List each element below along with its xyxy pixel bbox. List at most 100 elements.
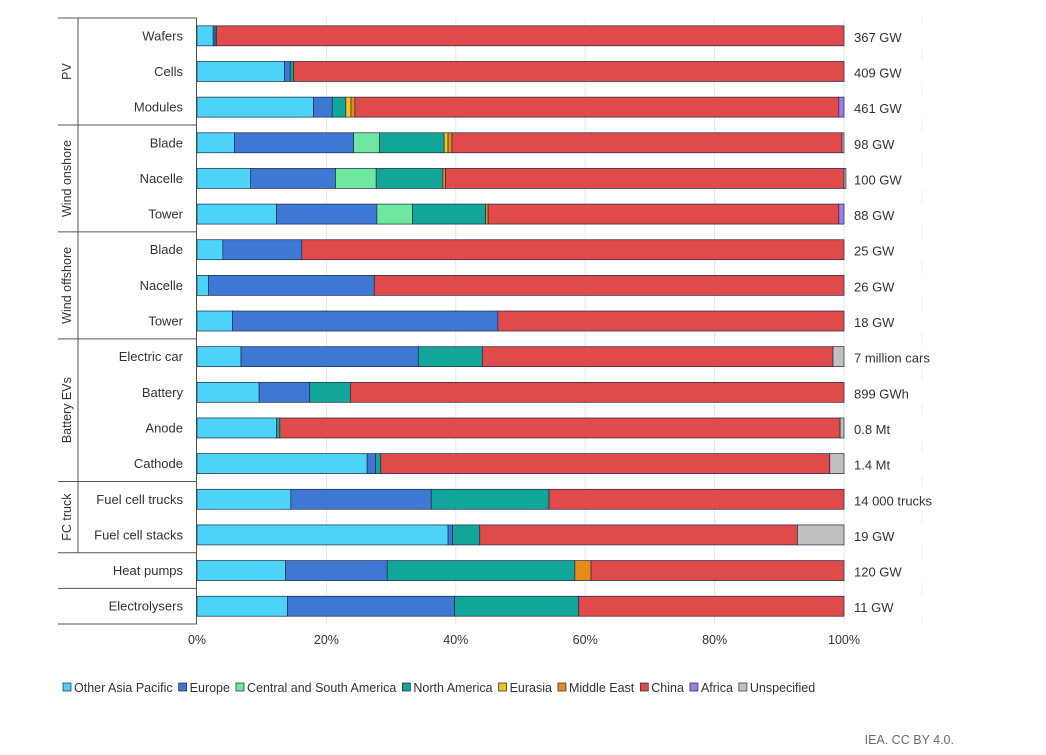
capacity-label-bg: [848, 274, 946, 297]
legend: Other Asia Pacific Europe Central and Sout…: [62, 681, 815, 695]
legend-label-china: China: [651, 681, 684, 695]
bar-europe-modules: [313, 96, 333, 118]
capacity-labels: 367 GW 409 GW 461 GW 98 GW 100 GW 88 GW 25 GW 2…: [848, 24, 946, 618]
capacity-label-bg: [848, 96, 946, 119]
group-label-wind-offshore: Wind offshore: [60, 247, 74, 324]
capacity-label: 100 GW: [854, 172, 902, 187]
capacity-label: 26 GW: [854, 279, 895, 294]
bar-central-and-south-america-nacelle: [335, 168, 377, 189]
legend-swatch-europe: [178, 682, 188, 692]
category-label-electrolysers: Electrolysers: [109, 599, 184, 614]
bar-north-america-anode: [276, 417, 281, 439]
group-labels: PV Wind onshore Wind offshore Battery EVs FC…: [58, 18, 197, 589]
capacity-label: 409 GW: [854, 65, 902, 80]
bar-north-america-blade: [379, 132, 445, 154]
bar-china-heat-pumps: [590, 560, 845, 581]
capacity-label: 7 million cars: [854, 351, 930, 366]
capacity-label: 18 GW: [854, 315, 895, 330]
bar-china-anode: [279, 417, 841, 439]
bar-central-and-south-america-blade: [353, 132, 380, 154]
capacity-label: 120 GW: [854, 565, 902, 580]
capacity-label: 14 000 trucks: [854, 493, 933, 508]
bar-china-nacelle: [445, 168, 845, 189]
category-label-cathode: Cathode: [134, 456, 183, 471]
bar-unspecified-nacelle: [843, 168, 847, 189]
category-label-anode: Anode: [145, 420, 183, 435]
bar-north-america-nacelle: [375, 168, 444, 189]
bar-north-america-fuel-cell-stacks: [452, 524, 481, 546]
bar-europe-nacelle: [208, 275, 375, 296]
capacity-label: 899 GWh: [854, 386, 909, 401]
bar-north-america-battery: [309, 381, 351, 403]
bar-other-asia-pacific-anode: [196, 417, 277, 439]
bar-other-asia-pacific-heat-pumps: [196, 560, 286, 581]
capacity-label: 461 GW: [854, 101, 902, 116]
category-labels: Wafers Cells Modules Blade Nacelle Tower Blade…: [94, 28, 184, 613]
capacity-label: 1.4 Mt: [854, 458, 891, 473]
bar-china-nacelle: [373, 275, 845, 296]
bar-other-asia-pacific-cells: [196, 61, 285, 82]
legend-swatch-central-and-south-america: [235, 682, 245, 692]
capacity-label-bg: [848, 167, 946, 190]
bar-north-america-electric-car: [417, 346, 483, 368]
bar-unspecified-fuel-cell-stacks: [797, 524, 845, 546]
bar-europe-battery: [258, 381, 310, 403]
bar-europe-tower: [232, 310, 499, 332]
capacity-label-bg: [848, 523, 946, 546]
bar-other-asia-pacific-wafers: [196, 25, 214, 47]
capacity-label-bg: [848, 381, 946, 404]
capacity-label-bg: [848, 595, 946, 618]
bar-europe-fuel-cell-trucks: [290, 488, 432, 510]
bar-china-modules: [354, 96, 840, 118]
bar-china-fuel-cell-stacks: [479, 524, 798, 546]
bar-europe-fuel-cell-stacks: [447, 524, 453, 546]
category-label-fuel-cell-stacks: Fuel cell stacks: [94, 527, 183, 542]
bar-middle-east-nacelle: [442, 168, 446, 189]
legend-swatch-north-america: [402, 682, 411, 692]
bar-unspecified-blade: [841, 132, 845, 154]
legend-swatch-unspecified: [738, 682, 748, 692]
bar-unspecified-electric-car: [832, 346, 845, 368]
bar-north-america-fuel-cell-trucks: [430, 488, 550, 510]
legend-label-middle-east: Middle East: [569, 681, 635, 695]
bar-unspecified-anode: [839, 417, 845, 439]
category-label-blade: Blade: [150, 135, 183, 150]
bars: [196, 25, 847, 617]
legend-label-other-asia-pacific: Other Asia Pacific: [74, 681, 173, 695]
bar-europe-heat-pumps: [285, 560, 388, 581]
bar-europe-cells: [283, 61, 291, 82]
bar-china-tower: [497, 310, 845, 332]
bar-china-electric-car: [481, 346, 834, 368]
bar-north-america-tower: [412, 203, 486, 225]
legend-swatch-africa: [689, 682, 699, 692]
capacity-label: 98 GW: [854, 137, 895, 152]
bar-eurasia-modules: [345, 96, 352, 118]
bar-unspecified-cathode: [829, 453, 845, 474]
legend-swatch-middle-east: [557, 682, 567, 692]
bar-other-asia-pacific-nacelle: [196, 275, 209, 296]
category-label-battery: Battery: [142, 385, 184, 400]
legend-swatch-other-asia-pacific: [62, 682, 72, 692]
legend-swatch-china: [639, 682, 649, 692]
bar-europe-electric-car: [240, 346, 419, 368]
bar-other-asia-pacific-blade: [196, 132, 235, 154]
legend-label-africa: Africa: [701, 681, 733, 695]
bar-middle-east-modules: [350, 96, 356, 118]
bar-china-cathode: [380, 453, 831, 474]
capacity-label: 11 GW: [854, 600, 894, 615]
group-label-pv: PV: [60, 62, 74, 79]
legend-label-north-america: North America: [413, 681, 492, 695]
bar-middle-east-blade: [447, 132, 453, 154]
capacity-label-bg: [848, 488, 946, 511]
category-label-heat-pumps: Heat pumps: [113, 563, 184, 578]
bar-china-cells: [293, 61, 845, 82]
bar-other-asia-pacific-electrolysers: [196, 595, 288, 617]
bar-north-america-heat-pumps: [386, 560, 576, 581]
bar-other-asia-pacific-fuel-cell-trucks: [196, 488, 292, 510]
bar-north-america-modules: [331, 96, 347, 118]
bar-other-asia-pacific-nacelle: [196, 168, 252, 189]
source-credit: IEA. CC BY 4.0.: [864, 733, 954, 747]
bar-europe-blade: [222, 239, 303, 261]
capacity-label-bg: [848, 452, 946, 475]
bar-china-wafers: [216, 25, 845, 47]
